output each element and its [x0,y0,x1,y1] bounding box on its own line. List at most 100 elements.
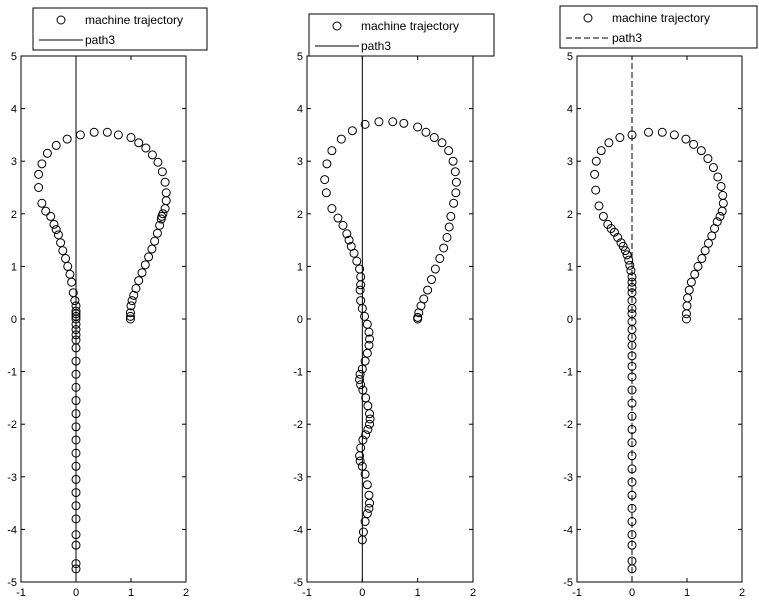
legend-label-path3: path3 [85,33,115,47]
x-tick-label: 2 [470,587,476,599]
trajectory-point [34,169,44,179]
trajectory-point [137,268,147,278]
y-tick-label: 0 [11,314,17,326]
y-tick-label: 2 [11,209,17,221]
trajectory-point [616,238,626,248]
trajectory-point [160,204,170,214]
x-tick-label: -1 [16,587,26,599]
trajectory-point [427,275,436,285]
trajectory-point [352,256,362,266]
trajectory-point [126,301,136,311]
trajectory-point [615,133,625,143]
y-tick-label: 4 [297,104,303,116]
trajectory-point [364,503,374,513]
trajectory-point [625,260,635,270]
trajectory-point [347,126,357,136]
trajectory-point [435,254,445,264]
trajectory-point [624,255,634,265]
trajectory-point [361,430,371,440]
trajectory-point [442,232,452,242]
legend-label-machine-trajectory: machine trajectory [361,19,459,33]
trajectory-point [362,480,372,490]
trajectory-point [358,435,368,445]
y-tick-label: 1 [567,261,573,273]
trajectory-point [423,285,433,295]
trajectory-point [590,169,600,179]
legend: machine trajectory path3 [32,7,208,51]
trajectory-point [700,246,710,256]
trajectory-point [336,134,346,144]
trajectory-point [62,134,72,144]
legend-box [32,7,208,51]
trajectory-point [627,556,637,566]
legend-marker-circle-icon [332,21,342,31]
trajectory-point [626,266,636,276]
series-machine-trajectory [320,117,461,545]
chart-panel-middle: -5 -4 -3 -2 -1 0 1 2 3 4 5 -1 0 1 2 machine trajectory p… [293,13,495,599]
trajectory-point [681,134,691,144]
trajectory-point [421,127,431,137]
trajectory-point [603,219,613,229]
y-axis: -5 -4 -3 -2 -1 0 1 2 3 4 5 [7,51,186,589]
trajectory-point [362,319,372,329]
x-tick-label: -1 [302,587,312,599]
x-tick-label: 0 [629,587,635,599]
trajectory-point [364,490,374,500]
trajectory-point [703,154,713,164]
trajectory-point [126,133,136,143]
trajectory-point [147,150,157,160]
trajectory-point [125,314,135,324]
trajectory-point [439,243,449,253]
y-axis: -5 -4 -3 -2 -1 0 1 2 3 4 5 [563,51,742,589]
y-tick-label: 3 [11,156,17,168]
trajectory-point [342,229,352,239]
trajectory-point [156,214,166,224]
trajectory-point [42,148,52,158]
legend-box [559,5,758,49]
y-tick-label: -5 [293,577,303,589]
legend-label-machine-trajectory: machine trajectory [612,11,710,25]
chart-panel-right: -5 -4 -3 -2 -1 0 1 2 3 4 5 -1 0 1 2 machine trajectory p… [559,5,758,599]
trajectory-point [344,235,354,245]
y-tick-label: 3 [567,156,573,168]
trajectory-point [627,411,637,421]
trajectory-point [144,252,154,262]
trajectory-point [358,385,368,395]
trajectory-point [696,146,706,156]
y-tick-label: -3 [293,472,303,484]
trajectory-point [356,380,366,390]
trajectory-point [598,211,608,221]
trajectory-point [363,424,373,434]
legend-label-machine-trajectory: machine trajectory [85,13,183,27]
trajectory-point [134,276,144,286]
y-tick-label: -5 [563,577,573,589]
trajectory-point [333,213,343,223]
trajectory-point [689,139,699,149]
trajectory-point [53,230,63,240]
trajectory-point [356,296,366,306]
trajectory-point [338,220,348,230]
trajectory-point [362,509,372,519]
trajectory-point [153,157,163,167]
trajectory-point [41,206,51,216]
trajectory-point [681,309,691,319]
trajectory-point [416,301,426,311]
trajectory-point [160,177,170,187]
trajectory-point [627,277,637,287]
y-tick-label: -2 [7,419,17,431]
trajectory-point [591,185,601,195]
trajectory-point [703,238,713,248]
y-tick-label: 1 [11,261,17,273]
y-tick-label: 5 [567,51,573,63]
trajectory-point [446,211,456,221]
trajectory-point [327,146,337,156]
trajectory-point [51,140,61,150]
legend-label-path3: path3 [361,39,391,53]
trajectory-point [68,288,78,298]
trajectory-point [327,204,337,214]
trajectory-point [681,314,691,324]
y-tick-label: -1 [563,367,573,379]
trajectory-point [125,308,135,318]
x-tick-label: 1 [415,587,421,599]
